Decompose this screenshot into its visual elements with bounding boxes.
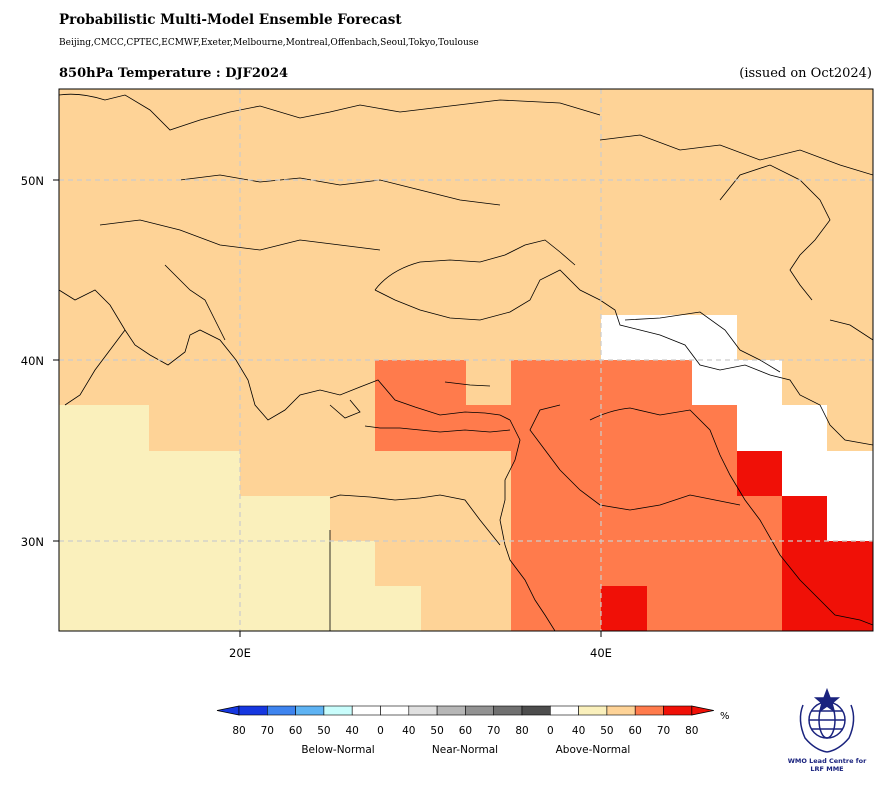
globe-icon	[799, 687, 855, 753]
colorbar-tick-label: 70	[657, 725, 670, 737]
above-70-region	[782, 496, 873, 631]
colorbar-tick-label: 60	[459, 725, 472, 737]
colorbar-tick-label: 40	[572, 725, 585, 737]
colorbar-arrow-right	[691, 705, 714, 716]
colorbar-tick-label: 70	[261, 725, 274, 737]
colorbar-cell	[663, 705, 693, 716]
colorbar-cell	[578, 705, 608, 716]
near-normal-region	[59, 405, 421, 631]
above-70-cell-south	[601, 586, 647, 631]
colorbar-cell	[380, 705, 410, 716]
lat-label-30n: 30N	[21, 535, 44, 549]
group-near-normal: Near-Normal	[432, 744, 498, 756]
group-above-normal: Above-Normal	[556, 744, 631, 756]
colorbar-tick-label: 0	[547, 725, 554, 737]
colorbar-tick-label: 60	[629, 725, 642, 737]
colorbar-cell	[351, 705, 381, 716]
axis-ticks	[53, 179, 602, 637]
colorbar-tick-label: 80	[232, 725, 245, 737]
colorbar-tick-label: 0	[377, 725, 384, 737]
colorbar-cell	[266, 705, 296, 716]
colorbar-cell	[634, 705, 664, 716]
group-below-normal: Below-Normal	[301, 744, 374, 756]
logo-line2: LRF MME	[810, 765, 843, 773]
colorbar-cell	[323, 705, 353, 716]
colorbar-cell	[436, 705, 466, 716]
colorbar-cell	[408, 705, 438, 716]
colorbar-tick-label: 80	[685, 725, 698, 737]
no-signal-region	[601, 315, 873, 541]
colorbar-tick-label: 50	[600, 725, 613, 737]
colorbar-cell	[465, 705, 494, 716]
colorbar-unit: %	[720, 711, 730, 722]
issued-date: (issued on Oct2024)	[739, 66, 872, 81]
colorbar-tick-label: 80	[515, 725, 528, 737]
colorbar: 80 70 60 50 40 0 40 50 60 70 80 0 40 50 60 70 80	[216, 705, 714, 737]
colorbar-tick-label: 50	[317, 725, 330, 737]
above-70-cell	[737, 451, 782, 496]
colorbar-tick-label: 60	[289, 725, 302, 737]
wmo-logo: WMO Lead Centre for LRF MME	[788, 687, 867, 773]
forecast-title: Probabilistic Multi-Model Ensemble Forec…	[59, 12, 402, 28]
colorbar-arrow-left	[216, 705, 240, 716]
colorbar-tick-label: 50	[430, 725, 443, 737]
colorbar-cell	[493, 705, 523, 716]
colorbar-cell	[521, 705, 551, 716]
colorbar-cell	[549, 705, 579, 716]
colorbar-cell	[238, 705, 268, 716]
colorbar-tick-label: 40	[346, 725, 359, 737]
graticule	[59, 89, 873, 631]
colorbar-tick-label: 70	[487, 725, 500, 737]
lon-label-40e: 40E	[590, 646, 612, 660]
model-list: Beijing,CMCC,CPTEC,ECMWF,Exeter,Melbourn…	[59, 38, 479, 48]
colorbar-cell	[606, 705, 636, 716]
lat-label-40n: 40N	[21, 354, 44, 368]
logo-line1: WMO Lead Centre for	[788, 757, 867, 765]
lat-label-50n: 50N	[21, 174, 44, 188]
colorbar-cell	[295, 705, 325, 716]
variable-title: 850hPa Temperature : DJF2024	[59, 66, 289, 81]
colorbar-tick-label: 40	[402, 725, 415, 737]
probability-field	[59, 89, 873, 631]
coastlines	[59, 93, 873, 631]
lon-label-20e: 20E	[229, 646, 251, 660]
